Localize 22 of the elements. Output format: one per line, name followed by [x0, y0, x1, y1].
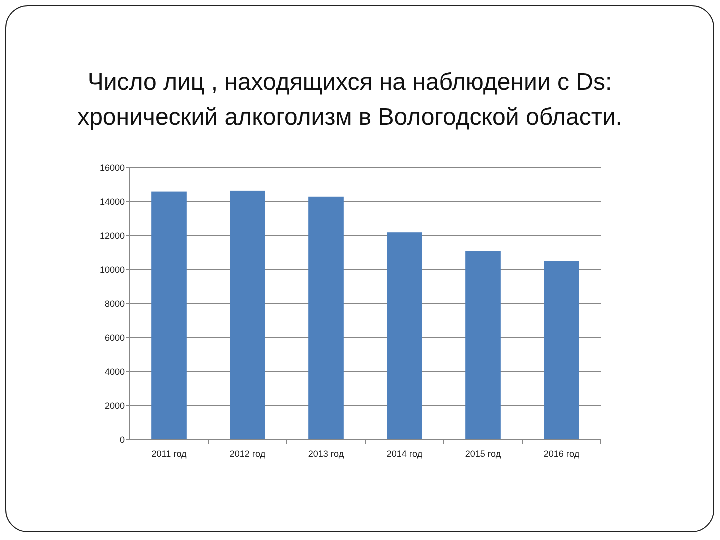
- bar: [230, 190, 266, 440]
- x-tick-label: 2011 год: [152, 449, 188, 459]
- y-tick-label: 4000: [104, 367, 125, 378]
- y-tick-label: 0: [120, 435, 125, 446]
- x-tick-label: 2014 год: [386, 449, 424, 459]
- bar: [308, 196, 344, 440]
- x-tick-label: 2015 год: [465, 449, 502, 459]
- x-tick-label: 2013 год: [308, 449, 345, 459]
- x-tick-label: 2016 год: [544, 449, 580, 459]
- y-tick-label: 12000: [100, 231, 125, 242]
- y-tick-label: 8000: [104, 299, 125, 310]
- bar: [152, 192, 187, 440]
- bar: [544, 262, 580, 440]
- bar: [466, 251, 501, 440]
- y-tick-label: 16000: [100, 163, 125, 174]
- y-tick-label: 14000: [100, 197, 125, 208]
- chart-title: Число лиц , находящихся на наблюдении с Ds: хронический алкоголизм в Вологодской области.: [78, 69, 622, 131]
- bar: [387, 232, 422, 440]
- y-tick-label: 2000: [104, 401, 125, 412]
- x-tick-label: 2012 год: [230, 449, 266, 459]
- y-tick-label: 10000: [100, 265, 125, 276]
- y-tick-label: 6000: [104, 333, 125, 344]
